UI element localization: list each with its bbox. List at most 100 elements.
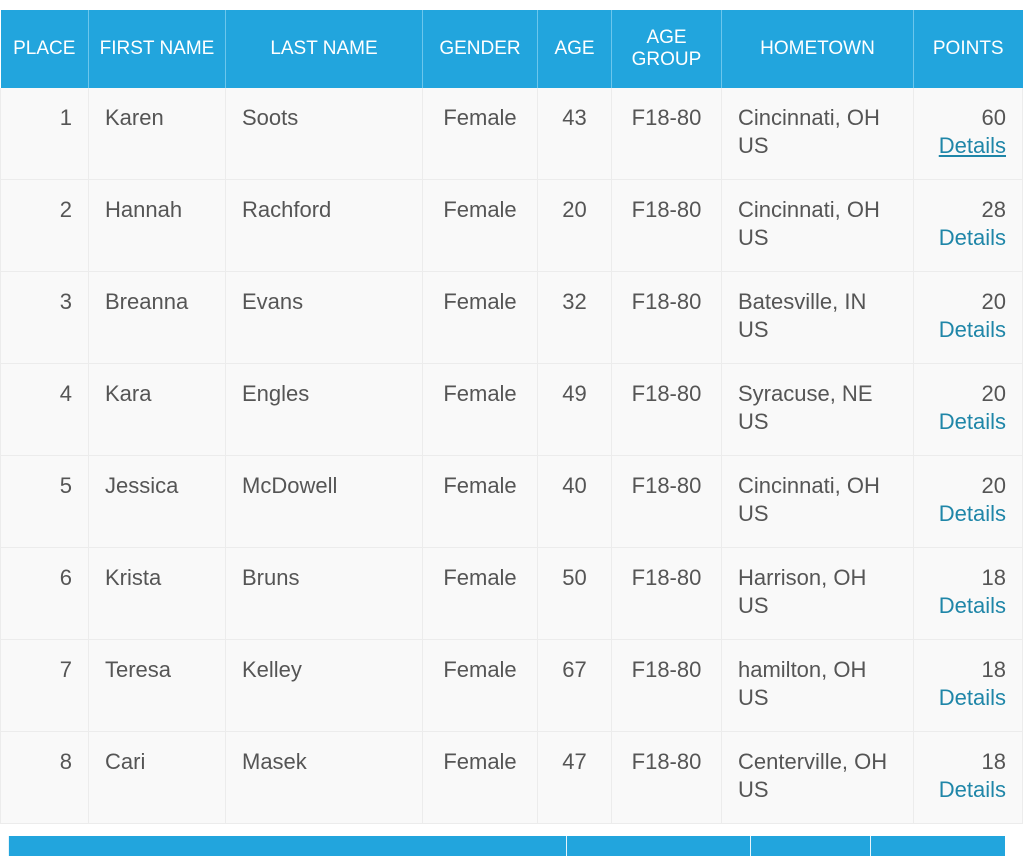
- points-value: 20: [981, 381, 1006, 406]
- points-value: 18: [981, 657, 1006, 682]
- cell-group: F18-80: [611, 363, 722, 456]
- cell-age: 32: [537, 271, 612, 364]
- table-row: 4 Kara Engles Female 49 F18-80 Syracuse, NE US…: [0, 363, 1023, 456]
- cell-group: F18-80: [611, 455, 722, 548]
- cell-hometown: Batesville, IN US: [721, 271, 914, 364]
- cell-first: Hannah: [88, 179, 226, 272]
- next-header-cell: [566, 836, 751, 856]
- cell-group: F18-80: [611, 731, 722, 824]
- cell-age: 50: [537, 547, 612, 640]
- cell-age: 43: [537, 88, 612, 180]
- cell-last: Masek: [225, 731, 423, 824]
- cell-hometown: hamilton, OH US: [721, 639, 914, 732]
- details-link[interactable]: Details: [938, 593, 1006, 618]
- cell-last: McDowell: [225, 455, 423, 548]
- cell-gender: Female: [422, 363, 538, 456]
- details-link[interactable]: Details: [938, 409, 1006, 434]
- header-place[interactable]: PLACE: [0, 10, 89, 88]
- header-last-name[interactable]: LAST NAME: [225, 10, 423, 88]
- cell-gender: Female: [422, 88, 538, 180]
- next-header-cell: [750, 836, 871, 856]
- cell-place: 5: [0, 455, 89, 548]
- header-points[interactable]: POINTS: [913, 10, 1023, 88]
- cell-points: 18 Details: [913, 731, 1023, 824]
- table-row: 7 Teresa Kelley Female 67 F18-80 hamilton, OH …: [0, 639, 1023, 732]
- cell-points: 20 Details: [913, 455, 1023, 548]
- cell-gender: Female: [422, 547, 538, 640]
- cell-place: 3: [0, 271, 89, 364]
- table-row: 5 Jessica McDowell Female 40 F18-80 Cincinnati…: [0, 455, 1023, 548]
- cell-points: 18 Details: [913, 639, 1023, 732]
- cell-gender: Female: [422, 271, 538, 364]
- next-table-header: [8, 836, 1005, 856]
- header-gender[interactable]: GENDER: [422, 10, 538, 88]
- cell-first: Teresa: [88, 639, 226, 732]
- points-value: 28: [981, 197, 1006, 222]
- results-table: PLACE FIRST NAME LAST NAME GENDER AGE AG…: [0, 10, 1023, 824]
- cell-gender: Female: [422, 455, 538, 548]
- details-link[interactable]: Details: [938, 777, 1006, 802]
- cell-first: Kara: [88, 363, 226, 456]
- cell-gender: Female: [422, 731, 538, 824]
- table-row: 6 Krista Bruns Female 50 F18-80 Harrison, OH U…: [0, 547, 1023, 640]
- cell-first: Breanna: [88, 271, 226, 364]
- cell-first: Cari: [88, 731, 226, 824]
- cell-last: Soots: [225, 88, 423, 180]
- cell-age: 67: [537, 639, 612, 732]
- cell-last: Kelley: [225, 639, 423, 732]
- cell-last: Evans: [225, 271, 423, 364]
- next-header-cell: [8, 836, 567, 856]
- cell-hometown: Cincinnati, OH US: [721, 179, 914, 272]
- cell-age: 47: [537, 731, 612, 824]
- table-row: 8 Cari Masek Female 47 F18-80 Centerville, OH …: [0, 731, 1023, 824]
- points-value: 18: [981, 749, 1006, 774]
- cell-group: F18-80: [611, 179, 722, 272]
- cell-first: Jessica: [88, 455, 226, 548]
- cell-hometown: Syracuse, NE US: [721, 363, 914, 456]
- cell-place: 4: [0, 363, 89, 456]
- cell-hometown: Centerville, OH US: [721, 731, 914, 824]
- points-value: 20: [981, 473, 1006, 498]
- cell-place: 2: [0, 179, 89, 272]
- header-row: PLACE FIRST NAME LAST NAME GENDER AGE AG…: [0, 10, 1023, 88]
- cell-points: 60 Details: [913, 88, 1023, 180]
- cell-group: F18-80: [611, 639, 722, 732]
- header-first-name[interactable]: FIRST NAME: [88, 10, 226, 88]
- details-link[interactable]: Details: [938, 501, 1006, 526]
- cell-place: 1: [0, 88, 89, 180]
- cell-hometown: Cincinnati, OH US: [721, 455, 914, 548]
- points-value: 60: [981, 105, 1006, 130]
- cell-points: 18 Details: [913, 547, 1023, 640]
- details-link[interactable]: Details: [938, 317, 1006, 342]
- cell-points: 20 Details: [913, 363, 1023, 456]
- cell-points: 28 Details: [913, 179, 1023, 272]
- details-link[interactable]: Details: [938, 685, 1006, 710]
- cell-age: 20: [537, 179, 612, 272]
- cell-hometown: Cincinnati, OH US: [721, 88, 914, 180]
- cell-gender: Female: [422, 639, 538, 732]
- cell-last: Engles: [225, 363, 423, 456]
- cell-group: F18-80: [611, 547, 722, 640]
- points-value: 20: [981, 289, 1006, 314]
- cell-group: F18-80: [611, 271, 722, 364]
- cell-place: 7: [0, 639, 89, 732]
- details-link[interactable]: Details: [938, 133, 1006, 158]
- table-row: 1 Karen Soots Female 43 F18-80 Cincinnati, OH …: [0, 88, 1023, 180]
- cell-first: Krista: [88, 547, 226, 640]
- header-age[interactable]: AGE: [537, 10, 612, 88]
- next-header-cell: [870, 836, 1005, 856]
- cell-age: 49: [537, 363, 612, 456]
- cell-last: Bruns: [225, 547, 423, 640]
- cell-place: 8: [0, 731, 89, 824]
- cell-age: 40: [537, 455, 612, 548]
- cell-hometown: Harrison, OH US: [721, 547, 914, 640]
- table-row: 2 Hannah Rachford Female 20 F18-80 Cincinnati,…: [0, 179, 1023, 272]
- header-age-group[interactable]: AGE GROUP: [611, 10, 722, 88]
- cell-points: 20 Details: [913, 271, 1023, 364]
- cell-place: 6: [0, 547, 89, 640]
- details-link[interactable]: Details: [938, 225, 1006, 250]
- cell-group: F18-80: [611, 88, 722, 180]
- table-row: 3 Breanna Evans Female 32 F18-80 Batesville, I…: [0, 271, 1023, 364]
- cell-last: Rachford: [225, 179, 423, 272]
- header-hometown[interactable]: HOMETOWN: [721, 10, 914, 88]
